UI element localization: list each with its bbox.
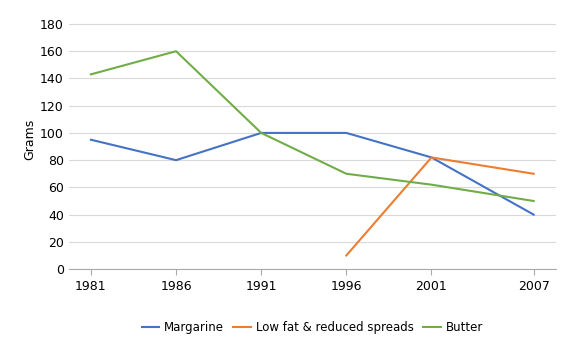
Margarine — [258, 131, 265, 135]
Legend: Margarine, Low fat & reduced spreads, Butter: Margarine, Low fat & reduced spreads, Bu… — [137, 316, 488, 339]
Butter — [428, 183, 435, 187]
Line: Margarine: Margarine — [91, 133, 533, 215]
Y-axis label: Grams: Grams — [23, 119, 36, 160]
Line: Butter: Butter — [91, 51, 533, 201]
Margarine — [88, 138, 95, 142]
Line: Low fat & reduced spreads: Low fat & reduced spreads — [346, 157, 533, 256]
Butter — [88, 72, 95, 77]
Low fat & reduced spreads — [428, 155, 435, 159]
Margarine — [343, 131, 350, 135]
Low fat & reduced spreads — [530, 172, 537, 176]
Margarine — [428, 155, 435, 159]
Butter — [343, 172, 350, 176]
Butter — [258, 131, 265, 135]
Butter — [530, 199, 537, 203]
Margarine — [172, 158, 179, 162]
Butter — [172, 49, 179, 53]
Low fat & reduced spreads — [343, 254, 350, 258]
Margarine — [530, 213, 537, 217]
